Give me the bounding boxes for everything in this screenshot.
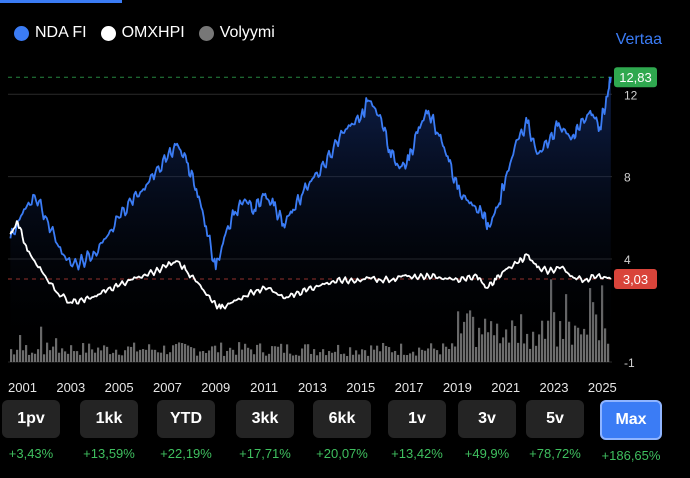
period-ytd: YTD +22,19% <box>155 400 217 461</box>
period-selector: 1pv +3,43% 1kk +13,59% YTD +22,19% 3kk +17,71% 6… <box>0 400 690 478</box>
period-change-1pv: +3,43% <box>8 446 54 461</box>
y-tick-label: 4 <box>624 253 631 267</box>
last-price-badge-nda <box>614 67 657 88</box>
period-button-ytd[interactable]: YTD <box>157 400 215 438</box>
x-tick-label: 2009 <box>201 380 231 395</box>
period-change-ytd: +22,19% <box>160 446 212 461</box>
period-3kk: 3kk +17,71% <box>234 400 296 461</box>
period-button-1v[interactable]: 1v <box>388 400 446 438</box>
y-tick-label: -1 <box>624 356 635 370</box>
series-line-omxhpi <box>9 220 612 310</box>
x-tick-label: 2023 <box>539 380 569 395</box>
series-line-nda <box>9 76 612 271</box>
period-change-6kk: +20,07% <box>316 446 368 461</box>
period-change-3kk: +17,71% <box>239 446 291 461</box>
period-button-5v[interactable]: 5v <box>526 400 584 438</box>
period-1pv: 1pv +3,43% <box>0 400 62 461</box>
nda-dot-icon <box>14 25 29 41</box>
period-change-5v: +78,72% <box>529 446 581 461</box>
legend-label-nda: NDA FI <box>35 24 87 41</box>
period-1kk: 1kk +13,59% <box>78 400 140 461</box>
x-tick-label: 2005 <box>104 380 134 395</box>
compare-button[interactable]: Vertaa <box>615 31 662 48</box>
legend-item-volume[interactable]: Volyymi <box>198 24 275 42</box>
x-axis-labels: 2001 2003 2005 2007 2009 2011 2013 2015 2017 2019… <box>0 380 690 400</box>
x-tick-label: 2021 <box>491 380 521 395</box>
period-5v: 5v +78,72% <box>524 400 586 461</box>
period-max: Max +186,65% <box>600 400 662 463</box>
x-tick-label: 2001 <box>8 380 37 395</box>
period-button-3v[interactable]: 3v <box>458 400 516 438</box>
y-tick-label: 12 <box>624 88 638 102</box>
period-button-3kk[interactable]: 3kk <box>236 400 294 438</box>
x-tick-label: 2017 <box>394 380 424 395</box>
period-button-1kk[interactable]: 1kk <box>80 400 138 438</box>
legend-label-volume: Volyymi <box>219 24 275 41</box>
period-button-1pv[interactable]: 1pv <box>2 400 60 438</box>
period-3v: 3v +49,9% <box>456 400 518 461</box>
last-price-label-nda: 12,83 <box>619 70 652 85</box>
period-change-max: +186,65% <box>601 448 661 463</box>
legend-label-omxhpi: OMXHPI <box>121 24 185 41</box>
period-6kk: 6kk +20,07% <box>311 400 373 461</box>
active-tab-indicator <box>0 0 122 3</box>
period-change-3v: +49,9% <box>464 446 510 461</box>
legend-item-nda[interactable]: NDA FI <box>14 24 87 42</box>
period-1v: 1v +13,42% <box>386 400 448 461</box>
x-tick-label: 2003 <box>56 380 86 395</box>
last-price-badge-omx <box>614 269 657 290</box>
chart-legend: NDA FI OMXHPI Volyymi <box>14 24 275 42</box>
y-tick-label: 8 <box>624 171 631 185</box>
period-button-6kk[interactable]: 6kk <box>313 400 371 438</box>
period-button-max[interactable]: Max <box>600 400 662 440</box>
x-tick-label: 2011 <box>250 380 279 395</box>
period-change-1kk: +13,59% <box>83 446 135 461</box>
x-tick-label: 2013 <box>297 380 327 395</box>
omxhpi-dot-icon <box>100 25 116 41</box>
legend-item-omxhpi[interactable]: OMXHPI <box>100 24 185 42</box>
volume-dot-icon <box>198 25 214 41</box>
period-change-1v: +13,42% <box>391 446 443 461</box>
x-tick-label: 2007 <box>152 380 182 395</box>
price-chart[interactable]: 12 8 4 -1 12,83 3,03 <box>0 60 690 380</box>
x-tick-label: 2025 <box>587 380 617 395</box>
x-tick-label: 2019 <box>442 380 472 395</box>
nda-area <box>10 77 611 362</box>
last-price-label-omx: 3,03 <box>623 272 648 287</box>
x-tick-label: 2015 <box>346 380 376 395</box>
